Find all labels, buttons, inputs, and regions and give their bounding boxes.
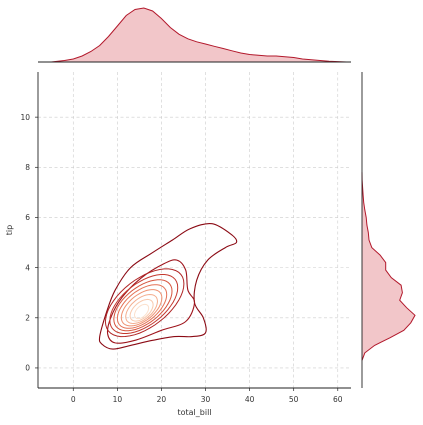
y-tick-label: 0	[25, 364, 30, 373]
contour-level-2	[106, 259, 196, 344]
x-tick-label: 20	[157, 395, 167, 404]
y-tick-label: 8	[25, 163, 30, 172]
contour-level-3	[104, 268, 185, 338]
x-tick-label: 50	[289, 395, 299, 404]
marginal-x-fill	[51, 8, 347, 62]
y-tick-label: 6	[25, 213, 30, 222]
contour-level-1	[98, 222, 238, 350]
contour-level-10	[133, 303, 150, 320]
tick-labels: 0 10 20 30 40 50 60 0 2 4 6 8 10	[20, 113, 342, 404]
axes-spines	[37, 72, 351, 389]
contour-level-6	[116, 284, 168, 329]
contour-level-7	[120, 289, 163, 327]
grid-lines	[38, 72, 351, 388]
y-tick-label: 4	[25, 263, 30, 272]
x-tick-label: 0	[71, 395, 76, 404]
contour-level-5	[113, 279, 173, 332]
contour-level-4	[109, 274, 179, 334]
x-tick-label: 40	[245, 395, 255, 404]
y-tick-label: 2	[25, 313, 30, 322]
x-axis-label: total_bill	[177, 408, 211, 417]
y-axis-label: tip	[5, 225, 14, 235]
marginal-y-density	[361, 72, 416, 388]
contour-level-9	[129, 298, 154, 322]
kde-contours	[98, 222, 238, 350]
x-tick-label: 30	[201, 395, 211, 404]
marginal-x-density	[38, 7, 351, 63]
marginal-x-line	[51, 7, 347, 63]
y-tick-label: 10	[20, 113, 30, 122]
marginal-y-fill	[362, 172, 415, 361]
x-tick-label: 10	[113, 395, 123, 404]
contour-level-8	[125, 293, 159, 325]
marginal-y-line	[361, 172, 416, 361]
x-tick-label: 60	[333, 395, 343, 404]
